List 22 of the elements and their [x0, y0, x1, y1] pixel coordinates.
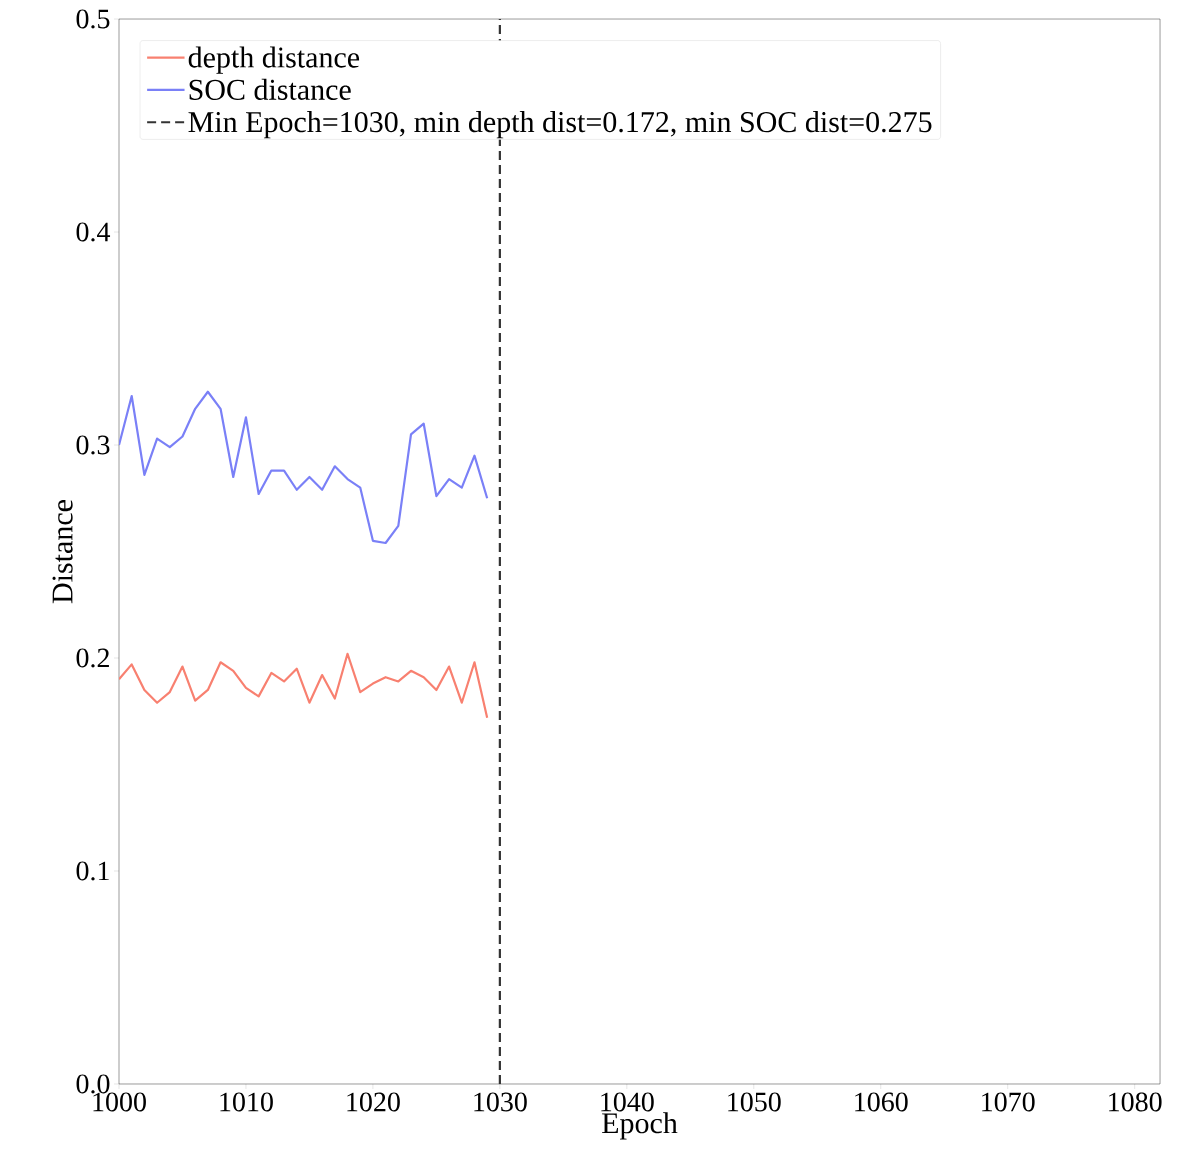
- x-tick-label: 1000: [93, 1092, 146, 1112]
- line-series: [119, 390, 489, 545]
- x-tick-label: 1030: [474, 1092, 527, 1112]
- y-tick-label: 0.0: [76, 1074, 110, 1094]
- x-tick-label: 1040: [601, 1092, 654, 1112]
- x-tick-label: 1020: [347, 1092, 400, 1112]
- y-tick-label: 0.2: [76, 648, 109, 668]
- y-tick-label: 0.5: [76, 9, 110, 29]
- ref-line-label: Min Epoch=1030, min depth dist=0.172, min SOC dist=0.275: [188, 111, 932, 139]
- x-tick-label: 1010: [220, 1092, 273, 1112]
- x-tick-label: 1050: [728, 1092, 781, 1112]
- legend-label: SOC distance: [189, 78, 351, 100]
- y-tick-label: 0.3: [76, 435, 110, 455]
- x-tick-label: 1080: [1109, 1092, 1162, 1112]
- legend-label: depth distance: [188, 46, 360, 74]
- x-tick-label: 1070: [982, 1092, 1035, 1112]
- x-tick-label: 1060: [855, 1092, 908, 1112]
- y-tick-label: 0.1: [76, 861, 109, 881]
- line-series: [119, 652, 489, 719]
- y-axis-title: Distance: [52, 500, 73, 604]
- x-axis-title: Epoch: [602, 1112, 678, 1140]
- y-tick-label: 0.4: [76, 222, 111, 242]
